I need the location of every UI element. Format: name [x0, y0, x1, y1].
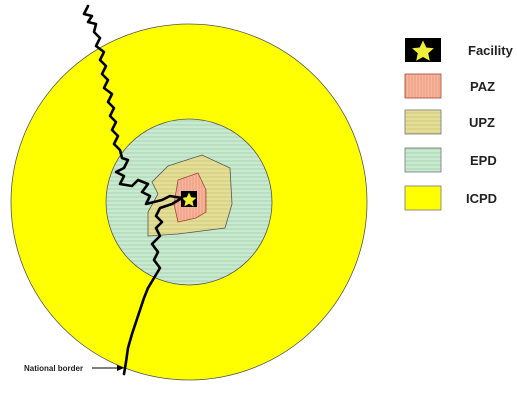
legend: Facility PAZ UPZ EPD ICPD [404, 38, 514, 211]
legend-item-upz: UPZ [404, 109, 495, 135]
legend-label-epd: EPD [470, 153, 497, 168]
national-border-label: National border [24, 364, 83, 373]
legend-label-paz: PAZ [470, 79, 495, 94]
legend-item-icpd: ICPD [404, 185, 497, 211]
legend-label-facility: Facility [468, 43, 514, 58]
legend-label-icpd: ICPD [466, 191, 497, 206]
legend-item-facility: Facility [405, 38, 514, 62]
star-icon [412, 40, 434, 61]
star-icon [181, 192, 197, 207]
legend-item-epd: EPD [404, 147, 497, 173]
arrow-right-icon [92, 365, 124, 371]
legend-item-paz: PAZ [404, 73, 495, 99]
national-border-line [82, 4, 184, 376]
legend-label-upz: UPZ [469, 115, 495, 130]
facility-marker [181, 191, 197, 207]
